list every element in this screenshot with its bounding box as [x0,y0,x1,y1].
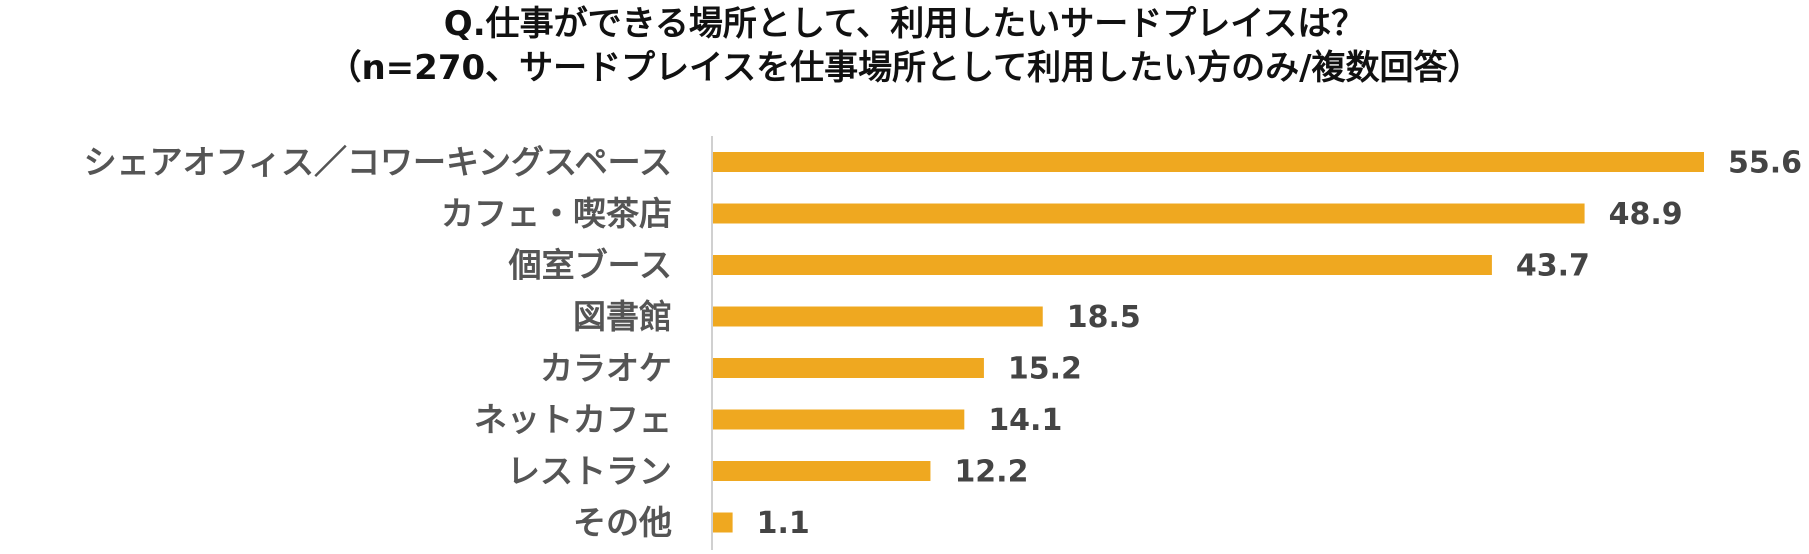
category-label: カフェ・喫茶店 [441,194,672,233]
category-label: シェアオフィス／コワーキングスペース [84,143,672,182]
bar [713,255,1492,275]
category-label: 個室ブース [508,246,672,285]
bar [713,409,965,430]
bar [713,306,1043,327]
category-label: レストラン [507,452,672,491]
chart-title: Q.仕事ができる場所として、利用したいサードプレイスは？ [443,4,1366,44]
category-label: 図書館 [573,297,672,336]
value-label: 15.2 [1008,352,1082,387]
bar [713,512,733,533]
chart-subtitle: （n=270、サードプレイスを仕事場所として利用したい方のみ/複数回答） [327,48,1482,88]
bar [713,152,1704,172]
category-label: ネットカフェ [474,400,672,439]
bar [713,461,931,481]
category-label: その他 [573,503,672,542]
value-label: 14.1 [988,403,1062,438]
category-label: カラオケ [540,349,672,388]
value-label: 48.9 [1609,197,1683,232]
value-label: 18.5 [1067,300,1141,335]
bar [713,358,984,378]
value-label: 43.7 [1516,249,1590,284]
value-label: 55.6 [1728,146,1802,181]
value-label: 1.1 [757,506,810,541]
chart-title-block: Q.仕事ができる場所として、利用したいサードプレイスは？ （n=270、サードプ… [0,0,1809,90]
bar [713,203,1585,224]
value-label: 12.2 [954,455,1028,490]
